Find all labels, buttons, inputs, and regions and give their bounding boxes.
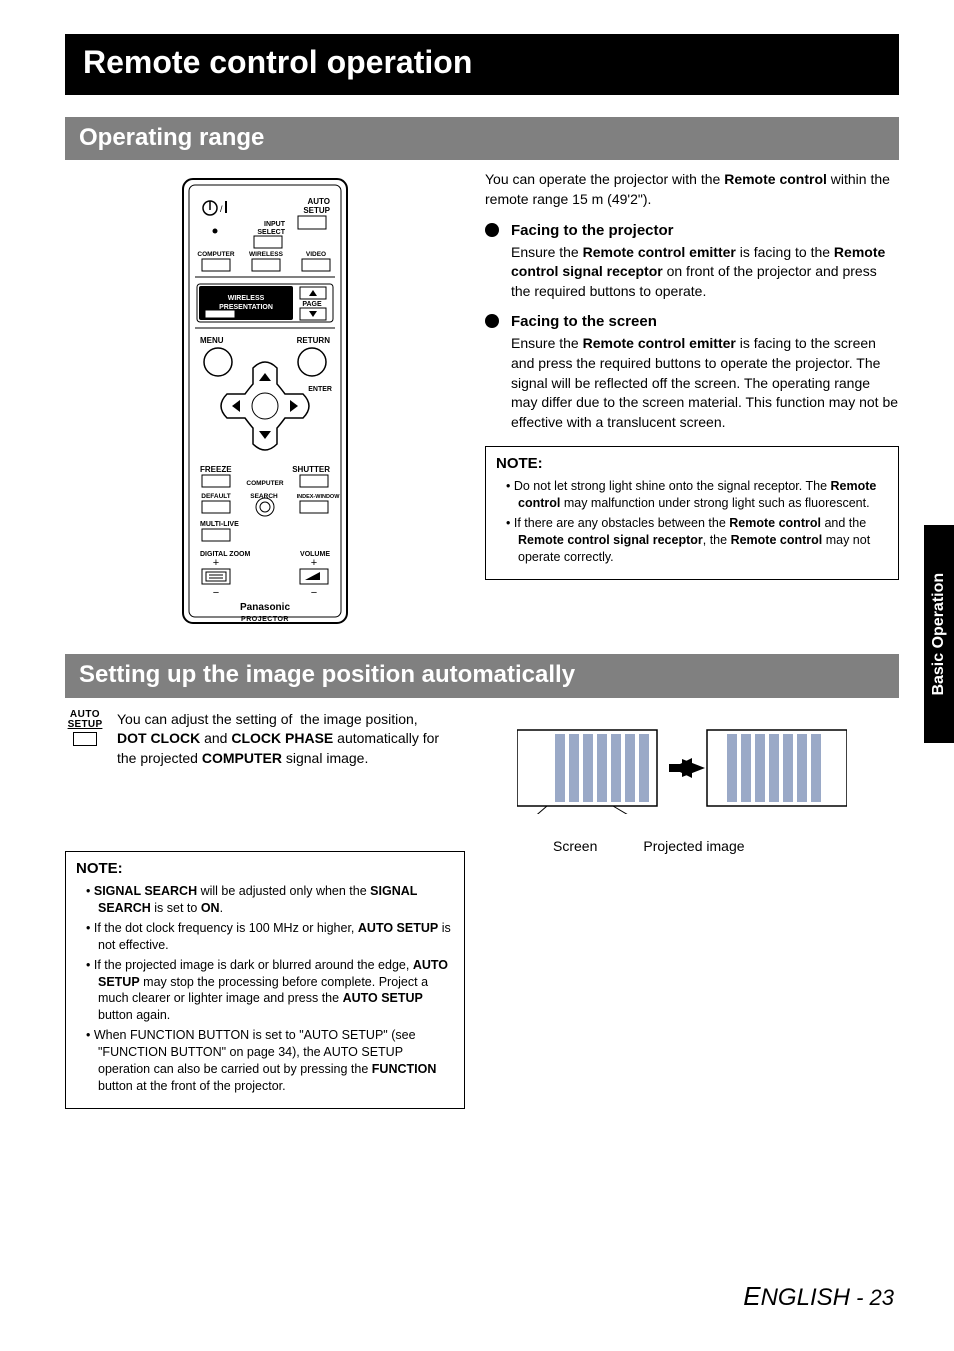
svg-text:INPUT: INPUT [264, 221, 286, 228]
svg-text:COMPUTER: COMPUTER [246, 480, 284, 487]
section-heading-setting: Setting up the image position automatica… [65, 654, 899, 698]
svg-text:MULTI-LIVE: MULTI-LIVE [200, 521, 239, 528]
svg-text:AUTO: AUTO [307, 197, 330, 206]
facing-projector-body: Ensure the Remote control emitter is fac… [511, 243, 899, 302]
note-box-2: NOTE: SIGNAL SEARCH will be adjusted onl… [65, 851, 465, 1109]
svg-text:WIRELESS: WIRELESS [249, 251, 284, 258]
figure-label-screen: Screen [553, 837, 597, 857]
note-heading: NOTE: [496, 453, 888, 474]
bullet-icon [485, 223, 499, 237]
svg-text:PROJECTOR: PROJECTOR [241, 616, 289, 623]
svg-text:DEFAULT: DEFAULT [201, 493, 231, 500]
svg-text:MENU: MENU [200, 336, 224, 345]
intro-text: You can operate the projector with the R… [485, 170, 899, 209]
svg-text:ENTER: ENTER [308, 386, 332, 393]
remote-illustration: / AUTO SETUP INPUT SELECT COMPUTER WIREL… [65, 170, 465, 632]
note-list: Do not let strong light shine onto the s… [496, 478, 888, 565]
facing-screen-title: Facing to the screen [511, 311, 899, 332]
figure-label-projected: Projected image [643, 837, 744, 857]
svg-text:SELECT: SELECT [257, 229, 285, 236]
svg-text:VIDEO: VIDEO [306, 251, 326, 258]
svg-text:INDEX-WINDOW: INDEX-WINDOW [297, 494, 341, 500]
svg-text:PRESENTATION: PRESENTATION [219, 304, 273, 311]
screen-projection-figure [457, 710, 899, 820]
svg-text:Panasonic: Panasonic [240, 602, 290, 613]
svg-text:+: + [213, 557, 219, 569]
section-heading-operating-range: Operating range [65, 117, 899, 161]
auto-setup-text: You can adjust the setting of the image … [117, 710, 447, 769]
side-tab-basic-operation: Basic Operation [924, 525, 954, 743]
auto-setup-icon: AUTO SETUP [65, 710, 105, 746]
svg-text:FREEZE: FREEZE [200, 465, 232, 474]
svg-text:PAGE: PAGE [302, 301, 322, 308]
note-list: SIGNAL SEARCH will be adjusted only when… [76, 883, 454, 1095]
svg-text:RETURN: RETURN [297, 336, 331, 345]
svg-text:SETUP: SETUP [303, 206, 330, 215]
page-footer: ENGLISH - 23 [743, 1278, 894, 1315]
note-box-1: NOTE: Do not let strong light shine onto… [485, 446, 899, 579]
svg-text:WIRELESS: WIRELESS [228, 295, 265, 302]
svg-text:+: + [311, 557, 317, 569]
svg-text:−: − [311, 587, 317, 599]
svg-text:−: − [213, 587, 219, 599]
svg-text:DIGITAL ZOOM: DIGITAL ZOOM [200, 551, 250, 558]
page-title: Remote control operation [65, 34, 899, 95]
facing-projector-title: Facing to the projector [511, 220, 899, 241]
note-heading: NOTE: [76, 858, 454, 879]
facing-screen-body: Ensure the Remote control emitter is fac… [511, 334, 899, 432]
svg-text:SHUTTER: SHUTTER [292, 465, 330, 474]
bullet-icon [485, 314, 499, 328]
svg-text:COMPUTER: COMPUTER [197, 251, 235, 258]
